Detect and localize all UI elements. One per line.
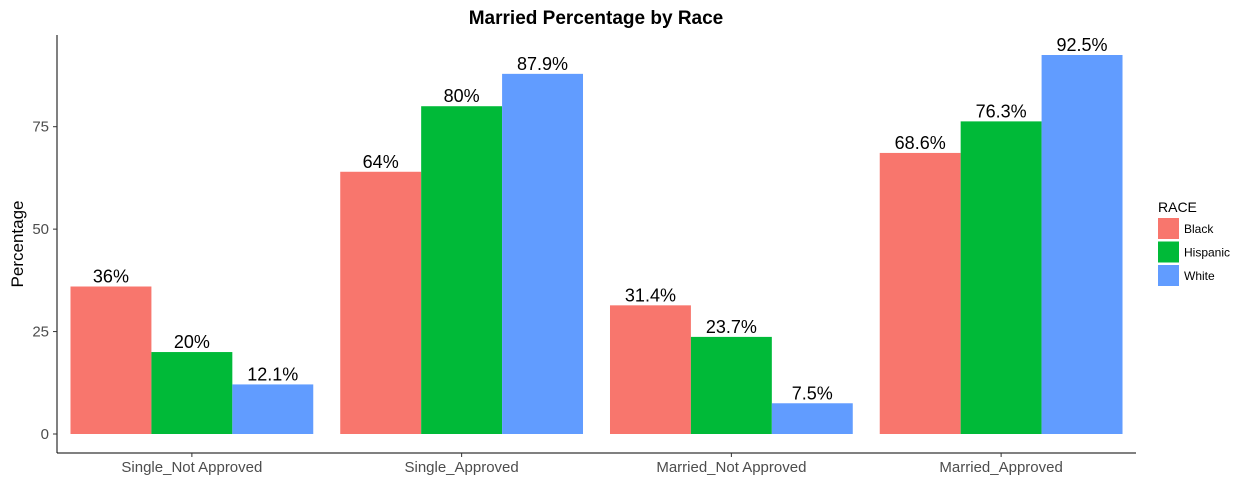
legend-label: White [1184,269,1215,283]
y-axis-title: Percentage [8,201,27,288]
bars-layer [70,55,1123,434]
data-label: 80% [444,86,480,106]
data-label: 76.3% [976,101,1027,121]
x-tick-label: Married_Approved [939,459,1062,476]
legend-label: Black [1184,222,1214,236]
data-label: 92.5% [1057,35,1108,55]
legend-title: RACE [1158,199,1197,215]
x-tick-label: Married_Not Approved [656,459,806,476]
data-label: 68.6% [895,133,946,153]
data-label: 31.4% [625,285,676,305]
legend-label: Hispanic [1184,246,1230,260]
bar [609,305,691,434]
bar [1041,55,1123,434]
y-tick-label: 25 [32,324,49,341]
y-axis-ticks: 0 25 50 75 [32,119,57,443]
legend-key-white [1158,265,1179,286]
data-label: 23.7% [706,317,757,337]
data-label: 87.9% [517,54,568,74]
chart-title: Married Percentage by Race [469,8,724,29]
bar [771,403,853,434]
data-label: 20% [174,332,210,352]
y-tick-label: 75 [32,119,49,136]
data-label: 36% [93,267,129,287]
bar [690,336,772,434]
data-label: 12.1% [247,364,298,384]
bar [70,286,152,434]
bar [340,171,422,434]
legend: RACE Black Hispanic White [1158,199,1230,286]
data-label: 7.5% [792,383,833,403]
x-tick-label: Single_Approved [404,459,518,476]
legend-items: Black Hispanic White [1158,218,1230,286]
data-label: 64% [363,152,399,172]
bar [502,73,584,434]
bar [879,152,961,434]
y-tick-label: 50 [32,221,49,238]
x-tick-label: Single_Not Approved [121,459,262,476]
bar [421,106,503,434]
x-axis-ticks: Single_Not Approved Single_Approved Marrie… [121,453,1063,476]
legend-key-hispanic [1158,241,1179,263]
bar [960,121,1042,434]
bar [232,384,314,434]
y-tick-label: 0 [41,426,49,443]
bar [151,352,233,434]
data-labels-layer: 36% 20% 12.1% 64% 80% 87.9% 31.4% 23.7% 7.5% 68.6… [93,35,1108,403]
legend-key-black [1158,218,1179,239]
